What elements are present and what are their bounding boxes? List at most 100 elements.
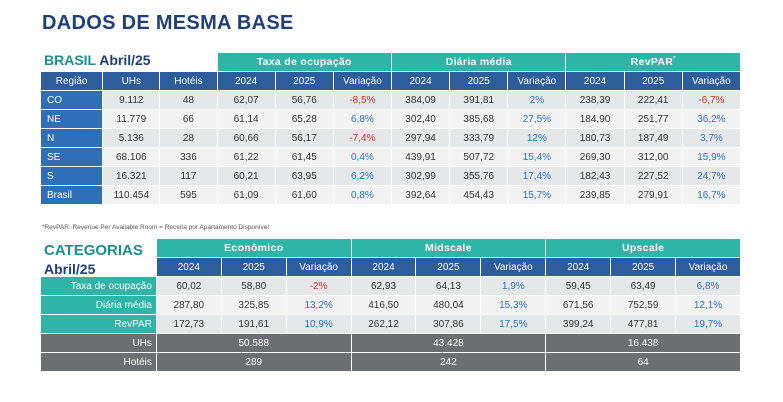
table-cell: 477,81 — [611, 315, 676, 333]
table-row: N 5.136 28 60,66 56,17 -7,4% 297,94 333,79 12% 18… — [41, 129, 740, 147]
table-cell: 16,7% — [682, 186, 740, 204]
categorias-table: Econômico Midscale Upscale 2024 2025 Varia… — [40, 238, 741, 372]
table-cell: 61,09 — [217, 186, 275, 204]
row-label: CO — [41, 91, 103, 109]
categorias-label: CATEGORIAS — [44, 242, 143, 259]
column-header: Variação — [333, 72, 391, 90]
group-economico: Econômico — [156, 239, 351, 257]
summary-row: UHs 50.588 43.428 16.438 — [41, 334, 740, 352]
table-cell: 68.106 — [103, 148, 160, 166]
table-cell: 307,86 — [416, 315, 481, 333]
table-cell: 336 — [160, 148, 217, 166]
table-cell: 60,02 — [156, 277, 221, 295]
table-row: Brasil 110.454 595 61,09 61,60 0,8% 392,64 454,… — [41, 186, 740, 204]
table-cell: 27,5% — [508, 110, 566, 128]
table-cell: 251,77 — [624, 110, 682, 128]
group-upscale: Upscale — [546, 239, 740, 257]
table-row: NE 11.779 66 61,14 65,28 6,8% 302,40 385,68 27,5… — [41, 110, 740, 128]
table-cell: 0,4% — [333, 148, 391, 166]
summary-cell: 242 — [351, 353, 546, 371]
table-cell: 302,99 — [391, 167, 450, 185]
table-cell: 11.779 — [103, 110, 160, 128]
table-cell: 56,76 — [275, 91, 333, 109]
row-label: RevPAR — [41, 315, 156, 333]
table-cell: 12,1% — [676, 296, 740, 314]
summary-cell: 43.428 — [351, 334, 546, 352]
table-cell: 58,80 — [221, 277, 286, 295]
table-cell: 302,40 — [391, 110, 450, 128]
group-midscale: Midscale — [351, 239, 546, 257]
table-cell: 384,09 — [391, 91, 450, 109]
summary-cell: 64 — [546, 353, 740, 371]
table-cell: 2% — [508, 91, 566, 109]
table-cell: 752,59 — [611, 296, 676, 314]
table-cell: 6,2% — [333, 167, 391, 185]
table-cell: 187,49 — [624, 129, 682, 147]
table-cell: 269,30 — [566, 148, 624, 166]
table-cell: 182,43 — [566, 167, 624, 185]
column-header: 2024 — [546, 258, 611, 276]
revpar-footnote-mark: * — [673, 56, 676, 63]
page-title: DADOS DE MESMA BASE — [42, 12, 294, 34]
column-header: Variação — [676, 258, 740, 276]
table-cell: 671,56 — [546, 296, 611, 314]
row-label: UHs — [41, 334, 156, 352]
table-cell: 61,60 — [275, 186, 333, 204]
table-cell: 480,04 — [416, 296, 481, 314]
table-cell: -6,7% — [682, 91, 740, 109]
column-header: Região — [41, 72, 103, 90]
column-header: 2024 — [351, 258, 416, 276]
brasil-label: BRASIL — [44, 52, 96, 68]
table-row: Taxa de ocupação 60,02 58,80 -2% 62,93 64,13 1… — [41, 277, 740, 295]
table-cell: -2% — [286, 277, 351, 295]
table-cell: 65,28 — [275, 110, 333, 128]
table-cell: 15,3% — [481, 296, 546, 314]
row-label: Diária média — [41, 296, 156, 314]
table-cell: 287,80 — [156, 296, 221, 314]
table-cell: 454,43 — [450, 186, 508, 204]
table-cell: 5.136 — [103, 129, 160, 147]
column-header: 2024 — [566, 72, 624, 90]
table-cell: 507,72 — [450, 148, 508, 166]
footnote: *RevPAR: Revenue Per Available Room = Re… — [42, 224, 269, 231]
group-revpar-label: RevPAR — [630, 56, 674, 68]
table-cell: 191,61 — [221, 315, 286, 333]
table-cell: 416,50 — [351, 296, 416, 314]
table-cell: 595 — [160, 186, 217, 204]
table-cell: 16.321 — [103, 167, 160, 185]
table-cell: 12% — [508, 129, 566, 147]
column-header: Hotéis — [160, 72, 217, 90]
table-cell: 36,2% — [682, 110, 740, 128]
table-cell: 13,2% — [286, 296, 351, 314]
table-cell: 110.454 — [103, 186, 160, 204]
table-cell: 62,07 — [217, 91, 275, 109]
table-row: S 16.321 117 60,21 63,95 6,2% 302,99 355,76 17,4… — [41, 167, 740, 185]
table-cell: 48 — [160, 91, 217, 109]
table-row: SE 68.106 336 61,22 61,45 0,4% 439,91 507,72 15,… — [41, 148, 740, 166]
column-header: Variação — [286, 258, 351, 276]
column-header: 2024 — [156, 258, 221, 276]
table-cell: 239,85 — [566, 186, 624, 204]
brasil-table: Taxa de ocupação Diária média RevPAR* Re… — [40, 52, 741, 205]
column-header: 2025 — [275, 72, 333, 90]
table-cell: 61,14 — [217, 110, 275, 128]
table-cell: 63,95 — [275, 167, 333, 185]
table-cell: 15,9% — [682, 148, 740, 166]
categorias-date: Abril/25 — [44, 261, 96, 277]
table-cell: 0,8% — [333, 186, 391, 204]
table-cell: 15,4% — [508, 148, 566, 166]
table-cell: 172,73 — [156, 315, 221, 333]
group-taxa-ocupacao: Taxa de ocupação — [217, 53, 391, 71]
table-cell: 391,81 — [450, 91, 508, 109]
table-cell: 61,45 — [275, 148, 333, 166]
table-cell: 17,5% — [481, 315, 546, 333]
column-header: 2025 — [624, 72, 682, 90]
table-cell: 28 — [160, 129, 217, 147]
table-cell: 385,68 — [450, 110, 508, 128]
brasil-heading: BRASIL Abril/25 — [44, 52, 151, 68]
column-header: 2025 — [221, 258, 286, 276]
summary-cell: 16.438 — [546, 334, 740, 352]
column-header: 2025 — [611, 258, 676, 276]
column-header: Variação — [508, 72, 566, 90]
column-header: UHs — [103, 72, 160, 90]
